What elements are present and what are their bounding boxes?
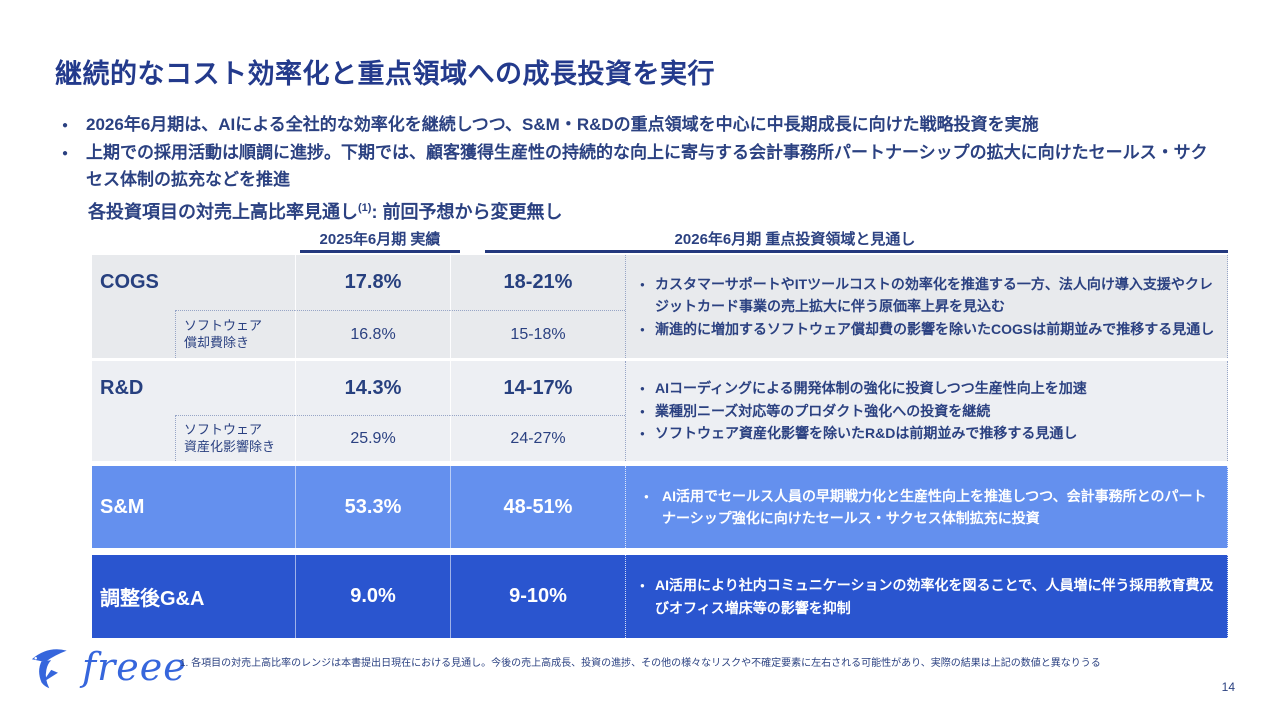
intro-bullet: 上期での採用活動は順調に進捗。下期では、顧客獲得生産性の持続的な向上に寄与する会… bbox=[60, 140, 1210, 193]
row-label-cogs: COGS bbox=[100, 271, 159, 293]
rnd-notes-cell: AIコーディングによる開発体制の強化に投資しつつ生産性向上を加速 業種別ニーズ対… bbox=[625, 361, 1228, 461]
row-label-ga: 調整後G&A bbox=[100, 588, 205, 610]
rnd-sub-forecast-value: 24-27% bbox=[450, 415, 625, 461]
rnd-sub-label-line1: ソフトウェア bbox=[184, 421, 263, 437]
ga-note: AI活用により社内コミュニケーションの効率化を図ることで、人員増に伴う採用教育費… bbox=[640, 574, 1217, 619]
cogs-sub-label-line1: ソフトウェア bbox=[184, 317, 263, 333]
cogs-note: カスタマーサポートやITツールコストの効率化を推進する一方、法人向け導入支援やク… bbox=[640, 273, 1217, 318]
cogs-sub-label: ソフトウェア 償却費除き bbox=[175, 310, 295, 358]
column-header-forecast: 2026年6月期 重点投資領域と見通し bbox=[674, 231, 916, 248]
table-row-rnd: R&D 14.3% 14-17% ソフトウェア 資産化影響除き 25.9% 24… bbox=[92, 361, 1228, 461]
intro-bullet-list: 2026年6月期は、AIによる全社的な効率化を継続しつつ、S&M・R&Dの重点領… bbox=[60, 112, 1210, 195]
column-underline-actual bbox=[300, 250, 460, 253]
row-label-sm: S&M bbox=[100, 495, 145, 518]
rnd-notes-list: AIコーディングによる開発体制の強化に投資しつつ生産性向上を加速 業種別ニーズ対… bbox=[640, 377, 1217, 444]
rnd-sub-label: ソフトウェア 資産化影響除き bbox=[175, 415, 295, 461]
column-header-actual: 2025年6月期 実績 bbox=[319, 231, 441, 248]
row-label-rnd: R&D bbox=[100, 376, 144, 399]
cogs-notes-list: カスタマーサポートやITツールコストの効率化を推進する一方、法人向け導入支援やク… bbox=[640, 273, 1217, 340]
sm-notes-list: AI活用でセールス人員の早期戦力化と生産性向上を推進しつつ、会計事務所とのパート… bbox=[640, 485, 1217, 530]
cogs-sub-actual-value: 16.8% bbox=[295, 310, 450, 358]
ga-notes-cell: AI活用により社内コミュニケーションの効率化を図ることで、人員増に伴う採用教育費… bbox=[625, 555, 1228, 638]
swallow-icon bbox=[31, 649, 67, 689]
cogs-note: 漸進的に増加するソフトウェア償却費の影響を除いたCOGSは前期並みで推移する見通… bbox=[640, 318, 1217, 340]
rnd-forecast-value: 14-17% bbox=[450, 361, 625, 415]
rnd-note: ソフトウェア資産化影響を除いたR&Dは前期並みで推移する見通し bbox=[640, 422, 1217, 444]
subheader-rest: : 前回予想から変更無し bbox=[371, 202, 563, 222]
logo-wordmark: freee bbox=[82, 645, 187, 689]
rnd-note: AIコーディングによる開発体制の強化に投資しつつ生産性向上を加速 bbox=[640, 377, 1217, 399]
table-row-cogs: COGS 17.8% 18-21% ソフトウェア 償却費除き 16.8% 15-… bbox=[92, 255, 1228, 358]
ga-forecast-value: 9-10% bbox=[450, 555, 625, 638]
ga-notes-list: AI活用により社内コミュニケーションの効率化を図ることで、人員増に伴う採用教育費… bbox=[640, 574, 1217, 619]
footnote-reference: (1) bbox=[358, 202, 372, 214]
sm-actual-value: 53.3% bbox=[295, 466, 450, 548]
rnd-sub-label-line2: 資産化影響除き bbox=[184, 438, 276, 454]
page-number: 14 bbox=[1221, 680, 1235, 694]
rnd-note: 業種別ニーズ対応等のプロダクト強化への投資を継続 bbox=[640, 400, 1217, 422]
cogs-actual-value: 17.8% bbox=[295, 255, 450, 310]
intro-bullet: 2026年6月期は、AIによる全社的な効率化を継続しつつ、S&M・R&Dの重点領… bbox=[60, 112, 1210, 138]
sm-notes-cell: AI活用でセールス人員の早期戦力化と生産性向上を推進しつつ、会計事務所とのパート… bbox=[625, 466, 1228, 548]
ga-actual-value: 9.0% bbox=[295, 555, 450, 638]
cogs-sub-label-line2: 償却費除き bbox=[184, 334, 250, 350]
footnote: 1. 各項目の対売上高比率のレンジは本書提出日現在における見通し。今後の売上高成… bbox=[180, 658, 1101, 669]
cogs-forecast-value: 18-21% bbox=[450, 255, 625, 310]
freee-logo: freee bbox=[28, 638, 187, 696]
slide-title: 継続的なコスト効率化と重点領域への成長投資を実行 bbox=[55, 59, 715, 89]
subheader-main: 各投資項目の対売上高比率見通し bbox=[88, 202, 358, 222]
sm-forecast-value: 48-51% bbox=[450, 466, 625, 548]
cogs-notes-cell: カスタマーサポートやITツールコストの効率化を推進する一方、法人向け導入支援やク… bbox=[625, 255, 1228, 358]
column-underline-forecast bbox=[485, 250, 1228, 253]
table-row-ga: 調整後G&A 9.0% 9-10% AI活用により社内コミュニケーションの効率化… bbox=[92, 555, 1228, 638]
cogs-sub-forecast-value: 15-18% bbox=[450, 310, 625, 358]
sm-note: AI活用でセールス人員の早期戦力化と生産性向上を推進しつつ、会計事務所とのパート… bbox=[640, 485, 1217, 530]
rnd-actual-value: 14.3% bbox=[295, 361, 450, 415]
table-row-sm: S&M 53.3% 48-51% AI活用でセールス人員の早期戦力化と生産性向上… bbox=[92, 466, 1228, 548]
table-subheader: 各投資項目の対売上高比率見通し(1): 前回予想から変更無し bbox=[88, 198, 562, 224]
rnd-sub-actual-value: 25.9% bbox=[295, 415, 450, 461]
